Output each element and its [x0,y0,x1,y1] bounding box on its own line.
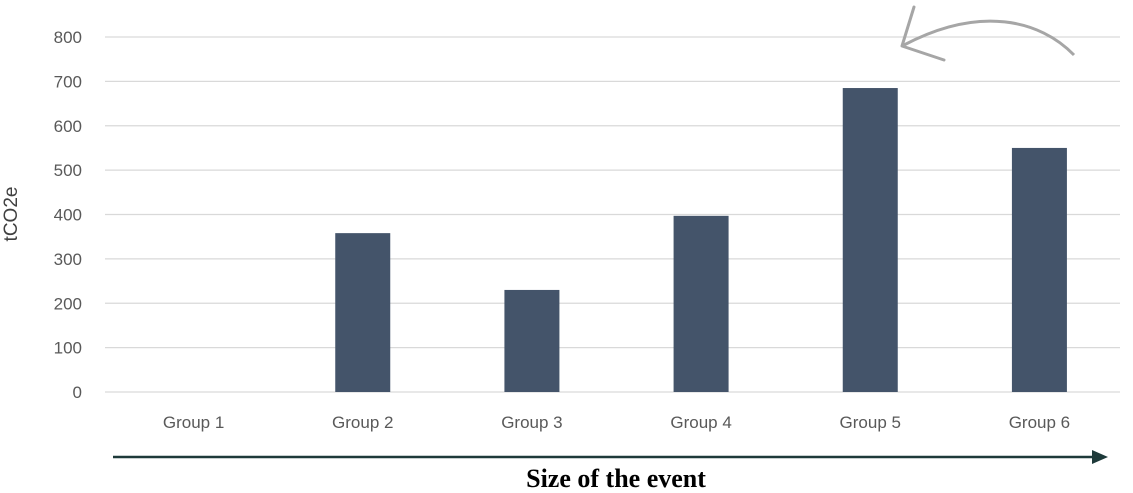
y-axis-ticks: 0 100 200 300 400 500 600 700 800 [54,28,82,402]
y-tick-label: 300 [54,250,82,269]
y-tick-label: 0 [73,383,82,402]
x-axis-caption: Size of the event [526,464,706,493]
x-tick-label: Group 1 [163,413,224,432]
curved-left-arrow-icon [900,5,1076,62]
y-tick-label: 500 [54,161,82,180]
y-tick-label: 600 [54,117,82,136]
y-tick-label: 200 [54,294,82,313]
bars [335,88,1067,392]
y-axis-title: tCO2e [1,187,22,242]
y-tick-label: 700 [54,72,82,91]
x-tick-label: Group 2 [332,413,393,432]
y-tick-label: 800 [54,28,82,47]
x-tick-label: Group 3 [501,413,562,432]
bar [1011,147,1067,392]
x-tick-label: Group 6 [1009,413,1070,432]
bar [335,233,391,392]
y-tick-label: 100 [54,339,82,358]
x-tick-label: Group 5 [840,413,901,432]
gridlines [105,36,1120,393]
right-arrow-icon [113,450,1108,464]
bar [504,289,560,392]
x-axis-ticks: Group 1 Group 2 Group 3 Group 4 Group 5 Group… [163,413,1070,432]
bar [842,88,898,392]
bar [673,215,729,392]
x-tick-label: Group 4 [670,413,731,432]
y-tick-label: 400 [54,206,82,225]
